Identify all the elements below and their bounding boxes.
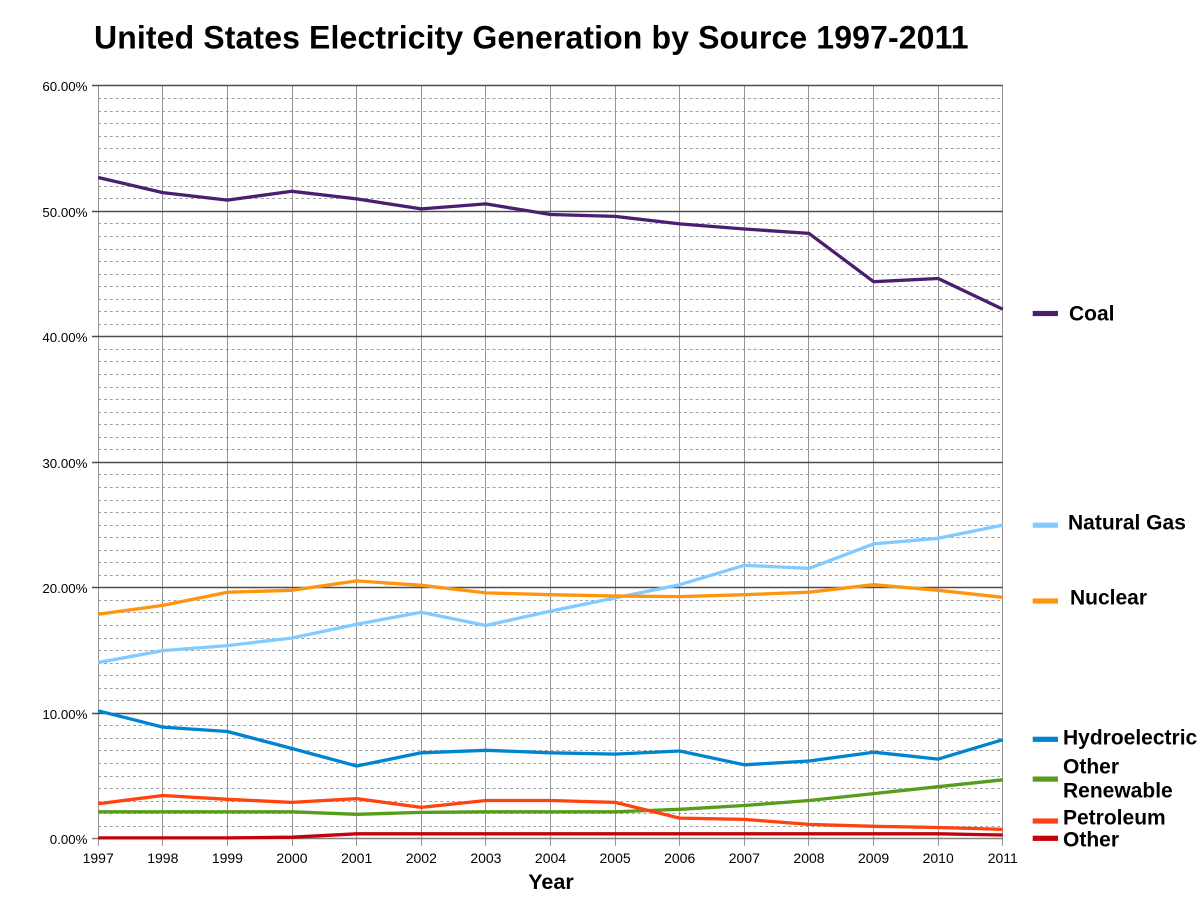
svg-text:2002: 2002 bbox=[406, 850, 437, 866]
svg-text:2009: 2009 bbox=[858, 850, 889, 866]
svg-text:2006: 2006 bbox=[664, 850, 695, 866]
svg-text:1997: 1997 bbox=[83, 850, 114, 866]
svg-text:2004: 2004 bbox=[535, 850, 566, 866]
svg-text:Nuclear: Nuclear bbox=[1070, 587, 1147, 610]
svg-text:2001: 2001 bbox=[341, 850, 372, 866]
svg-text:1999: 1999 bbox=[212, 850, 243, 866]
svg-text:2005: 2005 bbox=[600, 850, 631, 866]
svg-text:2011: 2011 bbox=[988, 850, 1018, 866]
svg-text:30.00%: 30.00% bbox=[42, 456, 87, 471]
svg-text:2003: 2003 bbox=[470, 850, 501, 866]
svg-text:60.00%: 60.00% bbox=[42, 79, 87, 94]
svg-text:Hydroelectric: Hydroelectric bbox=[1063, 727, 1198, 750]
svg-text:10.00%: 10.00% bbox=[42, 707, 87, 722]
svg-text:2007: 2007 bbox=[729, 850, 760, 866]
svg-text:Other: Other bbox=[1063, 756, 1119, 779]
svg-text:Year: Year bbox=[528, 870, 574, 894]
svg-text:Other: Other bbox=[1063, 829, 1119, 852]
svg-text:2010: 2010 bbox=[923, 850, 954, 866]
svg-text:20.00%: 20.00% bbox=[42, 581, 87, 596]
svg-text:United States Electricity Gene: United States Electricity Generation by … bbox=[94, 20, 969, 56]
svg-text:Coal: Coal bbox=[1069, 303, 1115, 326]
svg-text:2008: 2008 bbox=[793, 850, 824, 866]
svg-text:1998: 1998 bbox=[147, 850, 178, 866]
svg-text:Petroleum: Petroleum bbox=[1063, 806, 1166, 829]
svg-text:0.00%: 0.00% bbox=[50, 832, 88, 847]
svg-text:50.00%: 50.00% bbox=[42, 205, 87, 220]
svg-text:40.00%: 40.00% bbox=[42, 330, 87, 345]
svg-text:Renewable: Renewable bbox=[1063, 780, 1173, 803]
svg-text:2000: 2000 bbox=[276, 850, 307, 866]
svg-text:Natural Gas: Natural Gas bbox=[1068, 512, 1186, 535]
